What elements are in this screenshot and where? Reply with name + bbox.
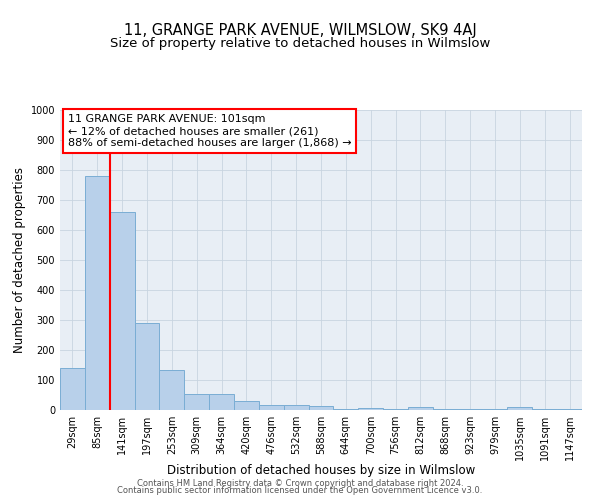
Bar bbox=[408, 407, 433, 410]
Text: Contains public sector information licensed under the Open Government Licence v3: Contains public sector information licen… bbox=[118, 486, 482, 495]
Bar bbox=[433, 408, 458, 410]
Bar bbox=[508, 407, 532, 410]
Bar bbox=[60, 368, 85, 410]
Bar bbox=[358, 408, 383, 410]
Bar bbox=[557, 408, 582, 410]
Bar bbox=[134, 323, 160, 410]
Bar bbox=[160, 370, 184, 410]
Text: Size of property relative to detached houses in Wilmslow: Size of property relative to detached ho… bbox=[110, 38, 490, 51]
X-axis label: Distribution of detached houses by size in Wilmslow: Distribution of detached houses by size … bbox=[167, 464, 475, 477]
Bar bbox=[308, 406, 334, 410]
Bar bbox=[383, 408, 408, 410]
Bar bbox=[458, 408, 482, 410]
Text: 11 GRANGE PARK AVENUE: 101sqm
← 12% of detached houses are smaller (261)
88% of : 11 GRANGE PARK AVENUE: 101sqm ← 12% of d… bbox=[68, 114, 352, 148]
Bar bbox=[284, 404, 308, 410]
Bar bbox=[482, 408, 508, 410]
Bar bbox=[234, 401, 259, 410]
Bar bbox=[259, 404, 284, 410]
Bar bbox=[110, 212, 134, 410]
Bar bbox=[209, 394, 234, 410]
Text: 11, GRANGE PARK AVENUE, WILMSLOW, SK9 4AJ: 11, GRANGE PARK AVENUE, WILMSLOW, SK9 4A… bbox=[124, 22, 476, 38]
Y-axis label: Number of detached properties: Number of detached properties bbox=[13, 167, 26, 353]
Bar bbox=[532, 408, 557, 410]
Bar bbox=[334, 408, 358, 410]
Bar bbox=[184, 394, 209, 410]
Bar bbox=[85, 176, 110, 410]
Text: Contains HM Land Registry data © Crown copyright and database right 2024.: Contains HM Land Registry data © Crown c… bbox=[137, 478, 463, 488]
